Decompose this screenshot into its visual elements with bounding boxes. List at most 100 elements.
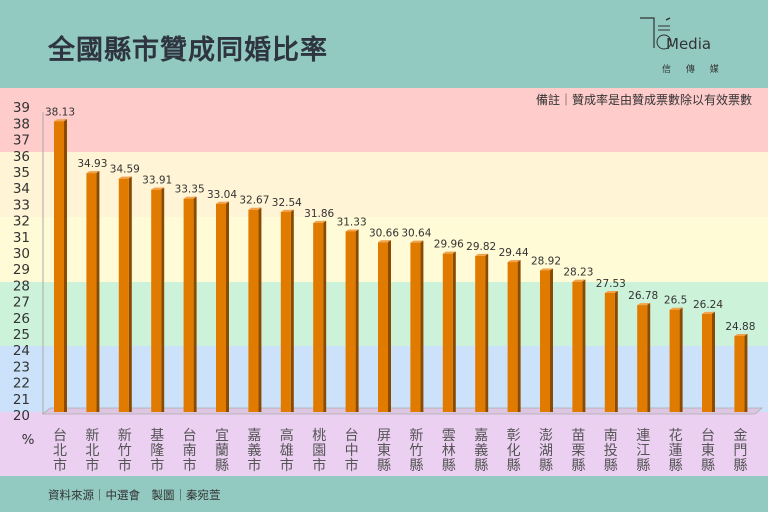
value-label: 38.13 bbox=[45, 106, 75, 118]
value-label: 33.04 bbox=[207, 189, 237, 201]
value-label: 26.24 bbox=[693, 299, 723, 311]
y-tick-label: 20 bbox=[13, 408, 30, 424]
y-tick-label: 24 bbox=[13, 343, 30, 359]
bar-side bbox=[96, 171, 100, 412]
y-tick-label: 26 bbox=[13, 311, 30, 327]
bar bbox=[378, 242, 388, 412]
value-label: 30.64 bbox=[401, 228, 431, 240]
bar-group bbox=[248, 207, 262, 412]
bar-group bbox=[540, 268, 553, 412]
value-label: 34.59 bbox=[110, 164, 140, 176]
bar-side bbox=[582, 279, 586, 412]
x-tick-label: 澎湖縣 bbox=[539, 428, 553, 474]
bar-side bbox=[290, 209, 294, 412]
value-label: 28.23 bbox=[563, 267, 593, 279]
bar-top bbox=[345, 229, 359, 232]
logo-text: Media bbox=[666, 35, 711, 53]
bar-side bbox=[161, 187, 165, 412]
bar-side bbox=[614, 291, 618, 412]
bar-top bbox=[118, 176, 132, 179]
value-label: 27.53 bbox=[596, 278, 626, 290]
value-label: 30.66 bbox=[369, 227, 399, 239]
y-tick-label: 33 bbox=[13, 197, 30, 213]
bar-group bbox=[183, 196, 197, 412]
x-tick-label: 屏東縣 bbox=[377, 428, 391, 474]
bar-group bbox=[669, 307, 683, 412]
y-tick-label: 22 bbox=[13, 376, 30, 392]
bar-top bbox=[151, 187, 165, 190]
bar-group bbox=[86, 171, 100, 412]
x-tick-label: 連江縣 bbox=[636, 428, 650, 474]
bar-group bbox=[313, 220, 327, 412]
bar-side bbox=[452, 251, 456, 412]
y-tick-label: 37 bbox=[13, 133, 30, 149]
chart-note: 備註｜贊成率是由贊成票數除以有效票數 bbox=[535, 93, 752, 107]
bar-side bbox=[323, 220, 327, 412]
x-axis: 台北市 新北市 新竹市 基隆市 台南市 宜蘭縣 嘉義市 高雄市 桃園市 台中市 屏東縣 新竹縣 雲林縣 嘉… bbox=[53, 427, 747, 474]
y-tick-label: 32 bbox=[13, 214, 30, 230]
bar-side bbox=[388, 240, 391, 412]
bar-side bbox=[193, 196, 197, 412]
bar-group bbox=[604, 291, 618, 412]
bar-top bbox=[248, 207, 262, 210]
bar bbox=[183, 198, 194, 412]
chart-floor bbox=[41, 407, 764, 415]
bar-group bbox=[734, 333, 748, 412]
bar bbox=[604, 293, 615, 412]
bar bbox=[118, 178, 129, 412]
x-tick-label: 台南市 bbox=[183, 428, 197, 474]
band-pink bbox=[0, 88, 768, 152]
bar-top bbox=[572, 279, 586, 282]
bar-top bbox=[604, 291, 618, 294]
y-tick-label: 21 bbox=[13, 392, 30, 408]
bar-top bbox=[734, 333, 748, 336]
value-label: 34.93 bbox=[77, 158, 107, 170]
bar-side bbox=[485, 253, 489, 412]
floor-plane bbox=[41, 407, 764, 415]
bar-side bbox=[517, 260, 521, 412]
bar-top bbox=[669, 307, 683, 310]
bar-group bbox=[280, 209, 294, 412]
bar-group bbox=[54, 119, 67, 412]
bar bbox=[248, 209, 259, 412]
bar bbox=[637, 305, 648, 412]
x-tick-label: 台東縣 bbox=[701, 428, 715, 474]
x-tick-label: 新竹縣 bbox=[409, 428, 423, 474]
bar-side bbox=[712, 311, 715, 412]
x-tick-label: 嘉義市 bbox=[247, 428, 261, 474]
bar-side bbox=[550, 268, 553, 412]
bar-top bbox=[86, 171, 100, 174]
value-label: 28.92 bbox=[531, 255, 561, 267]
x-tick-label: 花蓮縣 bbox=[669, 428, 683, 474]
bar-top bbox=[637, 303, 651, 306]
bar-top bbox=[183, 196, 197, 199]
x-tick-label: 新竹市 bbox=[118, 428, 132, 474]
bar-top bbox=[280, 209, 294, 212]
value-label: 32.67 bbox=[239, 195, 269, 207]
y-tick-label: 25 bbox=[13, 327, 30, 343]
bar-top bbox=[410, 240, 424, 243]
bar bbox=[151, 189, 162, 412]
value-label: 29.82 bbox=[466, 241, 496, 253]
bar bbox=[702, 313, 712, 412]
x-tick-label: 台北市 bbox=[53, 428, 67, 474]
bar-top bbox=[313, 220, 327, 223]
bar-group bbox=[410, 240, 424, 412]
value-label: 29.96 bbox=[434, 239, 464, 251]
bar-group bbox=[507, 260, 521, 412]
source-credit: 資料來源｜中選會 製圖｜秦宛萱 bbox=[48, 488, 221, 502]
y-tick-label: 28 bbox=[13, 278, 30, 294]
x-tick-label: 基隆市 bbox=[150, 427, 164, 474]
value-label: 33.91 bbox=[142, 175, 172, 187]
value-label: 26.5 bbox=[664, 295, 687, 307]
x-tick-label: 嘉義縣 bbox=[474, 428, 488, 474]
bar-side bbox=[226, 201, 229, 412]
bar-side bbox=[647, 303, 651, 412]
bar-top bbox=[540, 268, 553, 271]
x-tick-label: 高雄市 bbox=[280, 427, 294, 474]
bar-side bbox=[64, 119, 67, 412]
bar bbox=[669, 309, 680, 412]
y-unit-label: % bbox=[22, 432, 35, 448]
